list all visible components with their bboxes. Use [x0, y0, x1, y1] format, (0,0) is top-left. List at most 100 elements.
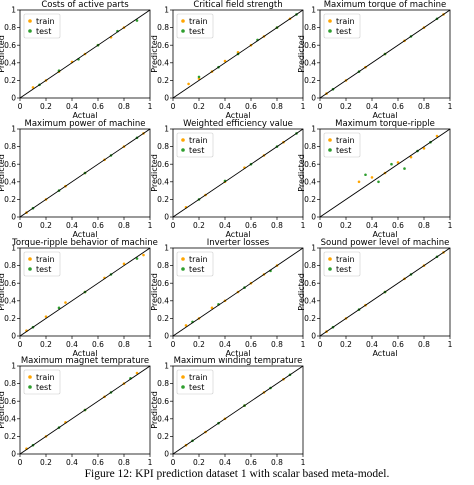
diagonal-line — [19, 128, 151, 218]
y-tick-label: 0.2 — [157, 314, 169, 323]
y-tick-label: 0.4 — [157, 296, 169, 305]
y-tick-label: 0 — [11, 94, 16, 103]
legend-marker-test — [328, 267, 332, 271]
x-tick-label: 0.4 — [66, 221, 78, 230]
subplot-title: Weighted efficiency value — [183, 119, 293, 129]
x-tick-label: 0.4 — [66, 458, 78, 467]
point-test — [135, 257, 139, 260]
x-axis-label: Actual — [225, 230, 250, 239]
legend-marker-train — [28, 257, 32, 261]
x-tick-label: 0.8 — [118, 102, 130, 111]
legend-label-test: test — [336, 265, 351, 274]
x-axis-label: Actual — [372, 111, 397, 120]
x-tick-label: 0 — [171, 221, 176, 230]
legend-marker-train — [328, 138, 332, 142]
y-tick-label: 0.4 — [4, 414, 16, 423]
y-tick-label: 1 — [11, 362, 16, 371]
y-tick-label: 0.6 — [157, 397, 169, 406]
legend-label-train: train — [336, 136, 355, 145]
y-tick-label: 0.2 — [304, 195, 316, 204]
x-tick-label: 0.8 — [271, 458, 283, 467]
x-axis-label: Actual — [225, 349, 250, 358]
y-tick-label: 0.6 — [4, 397, 16, 406]
diagonal-line — [19, 9, 151, 99]
y-tick-label: 1 — [311, 244, 316, 253]
y-tick-label: 0.8 — [157, 379, 169, 388]
subplot-title: Inverter losses — [207, 238, 270, 248]
subplot-title: Maximum power of machine — [25, 119, 146, 129]
y-tick-label: 0.8 — [4, 379, 16, 388]
legend-label-train: train — [189, 255, 208, 264]
legend-box — [323, 13, 361, 39]
x-tick-label: 1 — [301, 340, 306, 349]
x-tick-label: 0.8 — [418, 340, 430, 349]
legend-box — [176, 132, 214, 158]
legend-marker-test — [328, 29, 332, 33]
y-tick-label: 0.2 — [304, 76, 316, 85]
x-tick-label: 0.2 — [40, 221, 52, 230]
x-tick-label: 0.8 — [418, 102, 430, 111]
y-axis-label: Predicted — [0, 154, 6, 192]
x-tick-label: 0.6 — [92, 458, 104, 467]
x-tick-label: 0 — [18, 340, 23, 349]
y-tick-label: 0 — [164, 450, 169, 459]
legend-marker-train — [328, 257, 332, 261]
point-train — [357, 180, 361, 184]
x-tick-label: 0.6 — [392, 340, 404, 349]
y-tick-label: 0.4 — [4, 296, 16, 305]
y-tick-label: 0.8 — [157, 23, 169, 32]
y-tick-label: 1 — [164, 125, 169, 134]
legend-label-train: train — [336, 17, 355, 26]
subplot-8: Inverter losses 0 0.2 0.4 0.6 0.8 1 0 0.2 0.4 0.6 0… — [150, 238, 306, 358]
y-axis-label: Predicted — [297, 35, 306, 73]
y-tick-label: 0 — [11, 450, 16, 459]
x-tick-label: 0.6 — [392, 102, 404, 111]
y-tick-label: 0.4 — [157, 177, 169, 186]
x-tick-label: 0.2 — [340, 221, 352, 230]
x-tick-label: 0.2 — [40, 340, 52, 349]
legend-box — [323, 251, 361, 277]
legend-box — [323, 132, 361, 158]
x-tick-label: 0.8 — [118, 221, 130, 230]
point-train — [44, 315, 48, 318]
y-axis-label: Predicted — [150, 273, 159, 311]
point-test — [390, 162, 393, 166]
y-tick-label: 0.2 — [157, 76, 169, 85]
legend-marker-train — [181, 375, 185, 379]
legend-marker-train — [28, 19, 32, 23]
x-tick-label: 0 — [18, 102, 23, 111]
legend-marker-test — [181, 267, 185, 271]
y-tick-label: 0 — [164, 213, 169, 222]
x-tick-label: 0 — [318, 340, 323, 349]
y-tick-label: 0 — [11, 213, 16, 222]
point-test — [197, 75, 201, 79]
diagonal-line — [172, 9, 304, 99]
y-tick-label: 0.2 — [157, 432, 169, 441]
x-tick-label: 1 — [448, 221, 453, 230]
y-tick-label: 0.2 — [4, 76, 16, 85]
legend-box — [23, 13, 61, 39]
legend-label-train: train — [189, 17, 208, 26]
y-tick-label: 0.6 — [4, 160, 16, 169]
subplot-title: Critical field strength — [193, 0, 282, 10]
x-tick-label: 0.8 — [118, 458, 130, 467]
x-tick-label: 0.4 — [366, 340, 378, 349]
x-tick-label: 1 — [448, 340, 453, 349]
subplot-10: Maximum magnet temprature 0 0.2 0.4 0.6 0.8 1 0… — [0, 356, 153, 468]
diagonal-line — [319, 128, 451, 218]
legend-label-train: train — [189, 373, 208, 382]
y-tick-label: 1 — [164, 6, 169, 15]
y-axis-label: Predicted — [150, 154, 159, 192]
x-axis-label: Actual — [225, 467, 250, 468]
legend-label-test: test — [189, 265, 204, 274]
y-tick-label: 0.6 — [304, 279, 316, 288]
legend-marker-train — [181, 19, 185, 23]
x-tick-label: 0.6 — [245, 340, 257, 349]
legend-marker-train — [28, 375, 32, 379]
y-axis-label: Predicted — [150, 391, 159, 429]
legend-box — [176, 369, 214, 395]
x-axis-label: Actual — [72, 467, 97, 468]
x-tick-label: 0.2 — [193, 102, 205, 111]
